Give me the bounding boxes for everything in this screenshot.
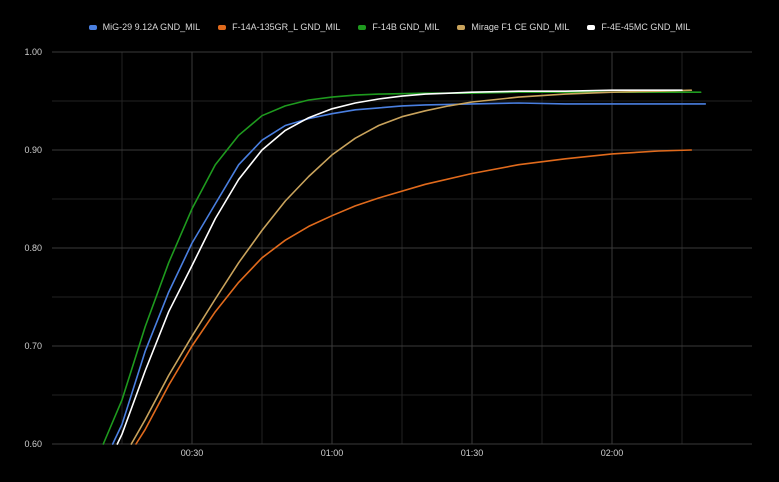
legend-label: F-14A-135GR_L GND_MIL [232, 22, 341, 32]
x-tick-label: 02:00 [601, 448, 624, 458]
y-tick-label: 0.90 [24, 145, 42, 155]
x-tick-label: 00:30 [181, 448, 204, 458]
series-line-0 [111, 102, 707, 445]
legend-label: Mirage F1 CE GND_MIL [471, 22, 570, 32]
series-line-1 [135, 149, 693, 445]
legend-label: F-14B GND_MIL [372, 22, 440, 32]
series-line-3 [130, 89, 693, 445]
legend-swatch [457, 24, 466, 30]
legend-swatch [587, 24, 596, 30]
legend-label: MiG-29 9.12A GND_MIL [102, 22, 201, 32]
gridlines [52, 51, 752, 445]
legend-swatch [88, 24, 97, 30]
series-line-2 [102, 91, 702, 445]
x-axis-ticks: 00:30 01:00 01:30 02:00 [181, 448, 624, 458]
y-axis-ticks: 0.60 0.70 0.80 0.90 1.00 [24, 47, 42, 449]
legend-item[interactable]: F-14A-135GR_L GND_MIL [218, 22, 340, 32]
legend-item[interactable]: MiG-29 9.12A GND_MIL [88, 22, 201, 32]
legend-item[interactable]: F-4E-45MC GND_MIL [587, 22, 690, 32]
y-tick-label: 0.70 [24, 341, 42, 351]
legend: MiG-29 9.12A GND_MIL F-14A-135GR_L GND_MI… [0, 22, 779, 32]
legend-swatch [218, 24, 227, 30]
legend-label: F-4E-45MC GND_MIL [601, 22, 691, 32]
x-tick-label: 01:00 [321, 448, 344, 458]
series-lines [102, 89, 707, 445]
series-line-4 [116, 89, 683, 445]
legend-item[interactable]: F-14B GND_MIL [358, 22, 439, 32]
legend-swatch [358, 24, 367, 30]
y-tick-label: 1.00 [24, 47, 42, 57]
y-tick-label: 0.60 [24, 439, 42, 449]
y-tick-label: 0.80 [24, 243, 42, 253]
legend-item[interactable]: Mirage F1 CE GND_MIL [457, 22, 569, 32]
x-tick-label: 01:30 [461, 448, 484, 458]
